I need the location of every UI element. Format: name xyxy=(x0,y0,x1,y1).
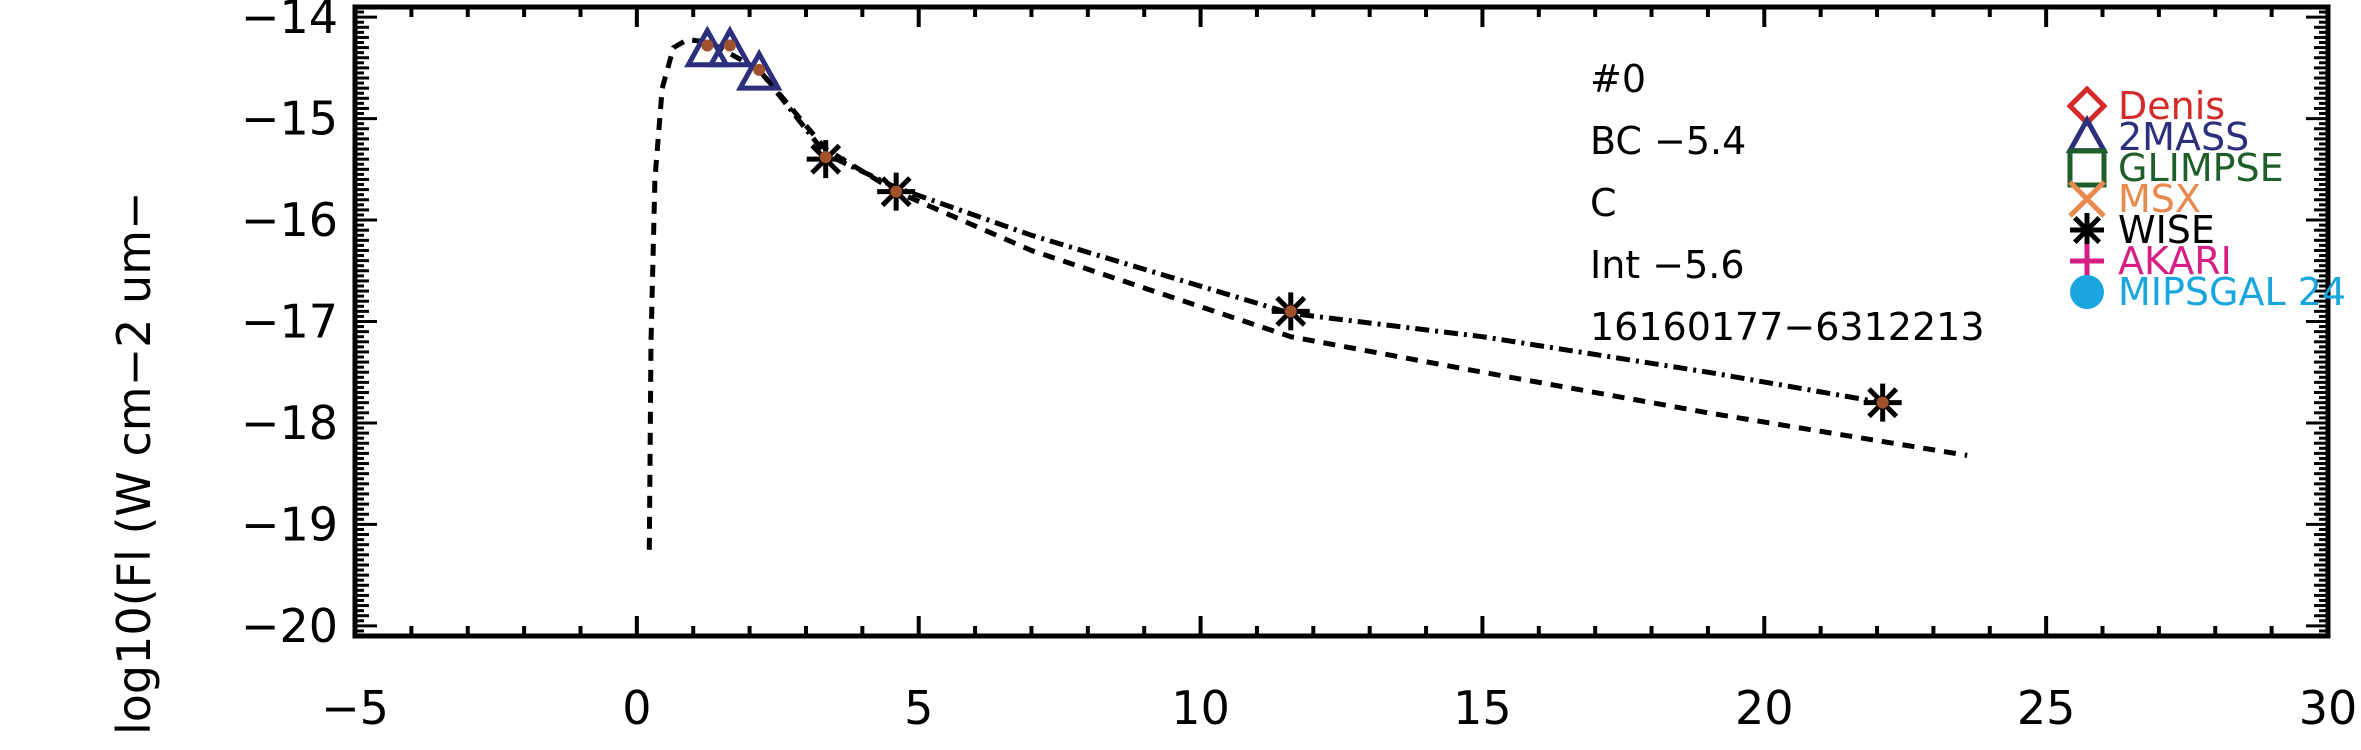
annotation-text: 16160177−6312213 xyxy=(1590,305,1985,349)
x-tick-label: 30 xyxy=(2299,681,2358,735)
x-tick-label: 25 xyxy=(2017,681,2076,735)
circle-legend-icon xyxy=(2070,275,2104,309)
x-tick-label: 10 xyxy=(1171,681,1230,735)
dot-data-point xyxy=(890,185,903,198)
y-axis-label: log10(Fl (W cm−2 um− xyxy=(107,191,161,735)
triangle-legend-icon xyxy=(2065,114,2109,154)
x-tick-label: 15 xyxy=(1453,681,1512,735)
legend-label: 2MASS xyxy=(2118,115,2249,159)
triangle-data-point xyxy=(706,25,754,68)
model-curves xyxy=(646,36,1968,550)
y-tick-label: −16 xyxy=(241,193,338,247)
dashed-model-curve xyxy=(646,36,1968,550)
axis-ticks xyxy=(353,5,2330,638)
data-markers xyxy=(684,25,1902,422)
annotation-text: C xyxy=(1590,181,1617,225)
annotation-text: BC −5.4 xyxy=(1590,119,1746,163)
annotations: #0 BC −5.4 C Int −5.6 16160177−6312213 xyxy=(1590,57,1985,349)
y-tick-label: −20 xyxy=(241,599,338,653)
y-tick-label: −18 xyxy=(241,396,338,450)
square-legend-icon xyxy=(2067,148,2107,188)
legend-label: MSX xyxy=(2118,177,2201,221)
x-legend-icon xyxy=(2068,180,2106,218)
dot-data-point xyxy=(1876,396,1889,409)
dot-data-point xyxy=(753,63,766,76)
x-tick-label: 20 xyxy=(1735,681,1794,735)
dot-data-point xyxy=(819,151,832,164)
annotation-text: #0 xyxy=(1590,57,1646,101)
annotation-text: Int −5.6 xyxy=(1590,243,1745,287)
legend-label: Denis xyxy=(2118,84,2225,128)
y-tick-label: −15 xyxy=(241,92,338,146)
legend-label: MIPSGAL 24 xyxy=(2118,270,2346,314)
x-tick-label: 5 xyxy=(904,681,933,735)
axis-tick-labels: −5 0 5 10 15 20 25 30 −14 −15 −16 −17 −18 −19 −20 xyxy=(241,0,2357,735)
triangle-data-point xyxy=(684,25,731,68)
y-tick-label: −14 xyxy=(241,0,338,44)
legend-label: AKARI xyxy=(2118,239,2232,283)
triangle-data-point xyxy=(735,48,783,91)
x-tick-label: −5 xyxy=(321,681,389,735)
dot-data-point xyxy=(701,39,714,52)
plus-legend-icon xyxy=(2070,244,2104,278)
legend-label: WISE xyxy=(2118,208,2215,252)
asterisk-legend-icon xyxy=(2070,213,2104,247)
dot-data-point xyxy=(723,39,736,52)
x-tick-label: 0 xyxy=(622,681,651,735)
y-tick-label: −19 xyxy=(241,497,338,551)
y-tick-label: −17 xyxy=(241,295,338,349)
dot-data-point xyxy=(1284,305,1297,318)
legend-label: GLIMPSE xyxy=(2118,146,2284,190)
